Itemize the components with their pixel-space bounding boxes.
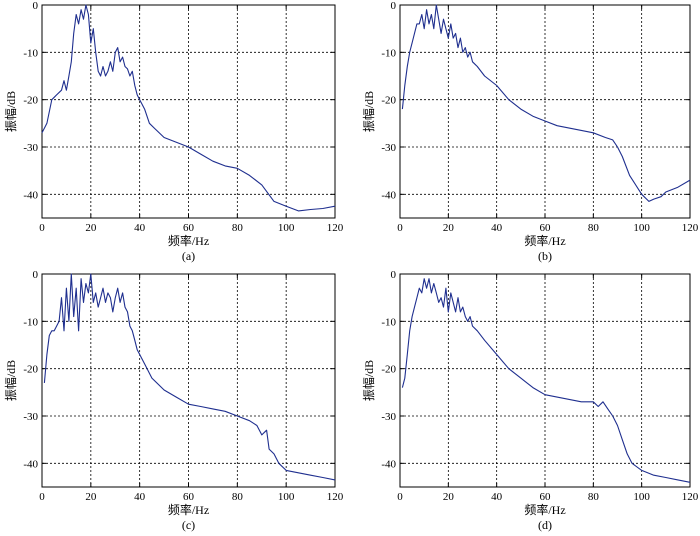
x-tick-label: 60 (183, 491, 195, 503)
y-tick-label: -30 (23, 411, 38, 423)
y-tick-label: -10 (381, 47, 396, 59)
y-tick-label: -20 (381, 95, 396, 107)
panel-c: 0 20 40 60 80 100 120 0 -10 -20 -30 -40 频率/Hz 振幅/dB (c… (3, 269, 344, 532)
x-tick-label: 60 (540, 222, 552, 234)
spectrum-line (43, 273, 336, 481)
y-tick-label: -40 (23, 189, 38, 201)
x-tick-label: 0 (397, 491, 403, 503)
x-tick-label: 120 (682, 491, 699, 503)
y-tick-label: -10 (23, 47, 38, 59)
x-tick-label: 100 (278, 222, 295, 234)
y-tick-label: 0 (391, 269, 397, 281)
y-tick-label: -40 (23, 458, 38, 470)
x-tick-label: 60 (540, 491, 552, 503)
y-axis-label: 振幅/dB (3, 91, 18, 132)
y-tick-label: -10 (381, 316, 396, 328)
y-tick-label: -40 (381, 458, 396, 470)
x-axis-label: 频率/Hz (168, 233, 209, 248)
x-tick-label: 100 (278, 491, 295, 503)
spectrum-line (41, 4, 336, 212)
panel-label: (c) (182, 518, 195, 532)
y-tick-label: 0 (33, 269, 39, 281)
y-tick-label: -10 (23, 316, 38, 328)
x-tick-label: 0 (397, 222, 403, 234)
y-tick-label: -20 (381, 364, 396, 376)
x-tick-label: 40 (491, 222, 503, 234)
panel-d: 0 20 40 60 80 100 120 0 -10 -20 -30 -40 频率/Hz 振幅/dB (d… (361, 269, 699, 532)
x-axis-label: 频率/Hz (524, 233, 565, 248)
y-tick-label: -30 (381, 411, 396, 423)
x-tick-label: 20 (85, 222, 97, 234)
x-tick-label: 60 (183, 222, 195, 234)
y-tick-label: 0 (33, 0, 39, 12)
panel-label: (b) (538, 249, 552, 263)
x-tick-label: 20 (443, 222, 455, 234)
y-axis-label: 振幅/dB (3, 360, 18, 401)
panel-b: 0 20 40 60 80 100 120 0 -10 -20 -30 -40 频率/Hz 振幅/dB (b… (361, 0, 699, 263)
panel-a: 0 20 40 60 80 100 120 0 -10 -20 -30 -40 频率/Hz 振幅/dB (a… (3, 0, 344, 263)
x-tick-label: 40 (134, 491, 146, 503)
x-tick-label: 80 (232, 491, 244, 503)
y-tick-label: -40 (381, 189, 396, 201)
y-tick-label: -20 (23, 364, 38, 376)
y-tick-label: 0 (391, 0, 397, 12)
x-axis-label: 频率/Hz (168, 502, 209, 517)
x-tick-label: 100 (633, 222, 650, 234)
x-tick-label: 80 (232, 222, 244, 234)
x-tick-label: 120 (327, 491, 344, 503)
x-tick-label: 20 (85, 491, 97, 503)
x-tick-label: 0 (39, 222, 45, 234)
y-axis-label: 振幅/dB (361, 360, 376, 401)
x-tick-label: 20 (443, 491, 455, 503)
y-axis-label: 振幅/dB (361, 91, 376, 132)
x-tick-label: 120 (682, 222, 699, 234)
x-tick-label: 80 (588, 491, 600, 503)
spectrum-line (401, 4, 691, 202)
x-tick-label: 80 (588, 222, 600, 234)
x-tick-label: 100 (633, 491, 650, 503)
x-tick-label: 40 (134, 222, 146, 234)
panel-label: (a) (182, 249, 195, 263)
x-axis-label: 频率/Hz (524, 502, 565, 517)
x-tick-label: 40 (491, 491, 503, 503)
x-tick-label: 0 (39, 491, 45, 503)
y-tick-label: -20 (23, 95, 38, 107)
panel-label: (d) (538, 518, 552, 532)
spectrum-line (401, 278, 691, 483)
y-tick-label: -30 (381, 142, 396, 154)
x-tick-label: 120 (327, 222, 344, 234)
y-tick-label: -30 (23, 142, 38, 154)
